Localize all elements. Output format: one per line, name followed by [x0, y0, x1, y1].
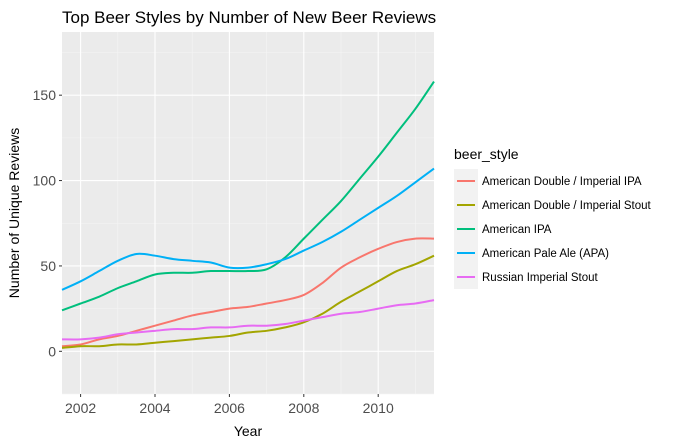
major-gridlines	[62, 32, 434, 394]
y-tick-label: 100	[33, 173, 57, 189]
y-axis: 0 50 100 150	[33, 87, 62, 359]
legend-title: beer_style	[454, 146, 519, 162]
minor-gridlines	[62, 32, 434, 395]
x-tick-label: 2010	[363, 400, 394, 416]
x-axis-title: Year	[234, 423, 263, 439]
series-line-3	[61, 80, 435, 312]
x-tick-label: 2004	[139, 400, 170, 416]
series-lines	[61, 80, 435, 349]
x-tick-label: 2002	[65, 400, 96, 416]
y-tick-label: 50	[40, 258, 56, 274]
series-line-4	[61, 167, 435, 291]
legend-label: American Pale Ale (APA)	[482, 248, 609, 260]
legend-label: American Double / Imperial Stout	[482, 200, 652, 212]
legend-label: Russian Imperial Stout	[482, 272, 598, 284]
series-line-5	[61, 299, 435, 341]
y-axis-title: Number of Unique Reviews	[6, 128, 22, 298]
series-line-2	[61, 254, 435, 349]
legend-label: American IPA	[482, 224, 552, 236]
y-tick-label: 0	[48, 343, 56, 359]
y-tick-label: 150	[33, 87, 57, 103]
legend: beer_style American Double / Imperial IP…	[454, 146, 652, 289]
legend-label: American Double / Imperial IPA	[482, 176, 642, 188]
x-tick-label: 2006	[214, 400, 245, 416]
x-tick-label: 2008	[288, 400, 319, 416]
x-axis: 2002 2004 2006 2008 2010	[65, 394, 394, 416]
chart-title: Top Beer Styles by Number of New Beer Re…	[62, 8, 436, 27]
